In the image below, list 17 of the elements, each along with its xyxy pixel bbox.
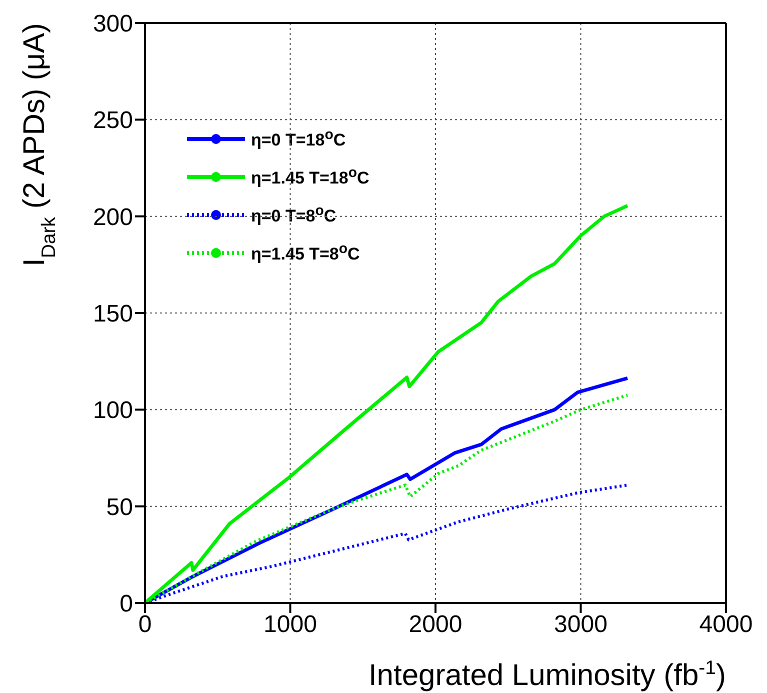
legend-label: η=1.45 T=18$^{o}$C bbox=[251, 165, 370, 189]
y-tick-label: 100 bbox=[92, 397, 133, 424]
legend-label: η=0 T=8$^{o}$C bbox=[251, 203, 336, 227]
x-tick-label: 3000 bbox=[554, 611, 608, 638]
y-tick-label: 50 bbox=[106, 494, 133, 521]
y-tick-label: 0 bbox=[120, 590, 133, 618]
y-tick-label: 250 bbox=[92, 107, 133, 134]
x-axis-title: Integrated Luminosity (fb$^{-1}$) bbox=[368, 657, 726, 692]
legend-label: η=1.45 T=8$^{o}$C bbox=[251, 241, 360, 265]
y-tick-label: 200 bbox=[92, 204, 133, 231]
x-tick-label: 0 bbox=[138, 611, 152, 638]
x-tick-label: 2000 bbox=[408, 611, 462, 638]
y-tick-label: 150 bbox=[92, 300, 133, 328]
legend-label: η=0 T=18$^{o}$C bbox=[251, 127, 346, 151]
x-tick-label: 4000 bbox=[699, 611, 753, 638]
x-tick-label: 1000 bbox=[264, 611, 317, 638]
y-tick-label: 300 bbox=[92, 10, 133, 38]
